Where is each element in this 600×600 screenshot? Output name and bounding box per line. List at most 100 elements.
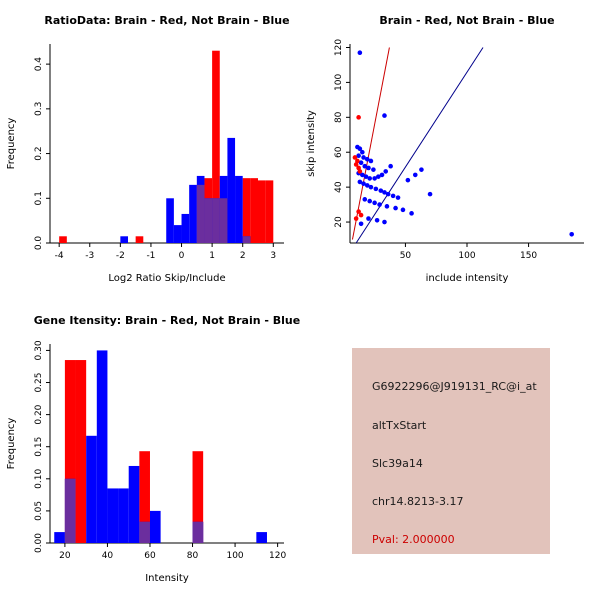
y-axis-label: Frequency xyxy=(6,118,17,170)
x-axis-label: Intensity xyxy=(145,573,189,584)
data-point xyxy=(360,149,365,155)
data-point xyxy=(357,146,363,152)
histogram-bars xyxy=(59,50,274,243)
y-tick-label: 0.2 xyxy=(34,146,44,160)
gene-intensity-chart: Gene Itensity: Brain - Red, Not Brain - … xyxy=(6,314,300,584)
histogram-bars xyxy=(54,350,267,543)
y-tick-label: 0.3 xyxy=(34,102,44,116)
data-point xyxy=(419,167,424,172)
hist-bar xyxy=(192,521,204,543)
x-tick-label: 50 xyxy=(400,251,412,261)
x-tick-label: 40 xyxy=(102,551,114,561)
y-tick-label: 0.30 xyxy=(34,340,44,360)
hist-bar xyxy=(196,184,205,243)
data-point xyxy=(362,163,368,169)
data-point xyxy=(376,174,381,179)
y-tick-label: 0.1 xyxy=(34,191,44,205)
data-point xyxy=(390,193,396,199)
data-point xyxy=(352,155,358,160)
hist-bar xyxy=(59,236,67,243)
x-axis-label: Log2 Ratio Skip/Include xyxy=(108,273,225,284)
data-point xyxy=(353,216,359,221)
data-point xyxy=(368,158,374,164)
data-point xyxy=(366,165,371,171)
data-point xyxy=(378,188,384,193)
hist-bar xyxy=(256,532,267,543)
gene-symbol-text: Slc39a14 xyxy=(372,457,423,470)
event-type-text: altTxStart xyxy=(372,419,427,432)
hist-bar xyxy=(242,178,251,243)
gene-info-box: G6922296@J919131_RC@i_at altTxStart Slc3… xyxy=(352,348,550,554)
data-point xyxy=(356,165,361,171)
x-tick-label: -3 xyxy=(85,251,94,261)
hist-bar xyxy=(212,198,220,243)
identity-line xyxy=(355,47,484,244)
data-point xyxy=(357,179,363,185)
pval-text: Pval: 2.000000 xyxy=(372,533,455,546)
data-point xyxy=(356,209,361,214)
y-tick-label: 0.00 xyxy=(34,533,44,553)
y-tick-label: 120 xyxy=(334,39,344,56)
x-tick-label: -1 xyxy=(146,251,155,261)
hist-bar xyxy=(64,478,76,543)
hist-bar xyxy=(250,178,258,243)
hist-bar xyxy=(166,198,174,243)
hist-bar xyxy=(219,198,228,243)
hist-bar xyxy=(235,175,243,243)
data-point xyxy=(427,191,433,197)
data-point xyxy=(373,186,379,192)
chart-title: Gene Itensity: Brain - Red, Not Brain - … xyxy=(34,314,300,327)
y-axis-label: skip intensity xyxy=(306,110,317,177)
brain-fit-line xyxy=(351,47,390,240)
y-tick-label: 100 xyxy=(334,74,344,91)
gene-histogram-panel: Gene Itensity: Brain - Red, Not Brain - … xyxy=(0,300,300,600)
hist-bar xyxy=(204,198,213,243)
data-point xyxy=(372,200,377,206)
data-point xyxy=(372,176,377,181)
hist-bar xyxy=(139,521,150,543)
x-tick-label: 0 xyxy=(179,251,185,261)
brain-points xyxy=(352,115,364,221)
data-point xyxy=(367,176,373,181)
chart-title: Brain - Red, Not Brain - Blue xyxy=(379,14,554,27)
hist-bar xyxy=(265,180,274,243)
data-point xyxy=(374,218,380,223)
x-tick-label: 100 xyxy=(458,251,475,261)
data-point xyxy=(361,155,366,160)
data-point xyxy=(400,207,406,213)
hist-bar xyxy=(128,465,140,543)
data-point xyxy=(358,221,364,227)
y-tick-label: 0.25 xyxy=(34,372,44,392)
data-point xyxy=(355,158,360,164)
data-point xyxy=(382,113,387,118)
hist-bar xyxy=(139,451,150,543)
hist-bar xyxy=(212,50,220,243)
chart-title: RatioData: Brain - Red, Not Brain - Blue xyxy=(44,14,289,27)
data-point xyxy=(371,167,376,172)
not-brain-points xyxy=(355,50,574,237)
hist-bar xyxy=(258,180,266,243)
data-point xyxy=(384,204,390,209)
ratio-histogram-panel: RatioData: Brain - Red, Not Brain - Blue… xyxy=(0,0,300,300)
y-tick-label: 0.10 xyxy=(34,469,44,489)
data-point xyxy=(358,212,364,218)
x-tick-label: 60 xyxy=(144,551,156,561)
data-point xyxy=(363,174,369,179)
data-point xyxy=(405,177,411,183)
hist-bar xyxy=(189,184,197,243)
data-point xyxy=(364,156,370,162)
data-point xyxy=(382,219,387,225)
y-tick-label: 0.4 xyxy=(34,57,44,72)
data-point xyxy=(364,183,370,188)
hist-bar xyxy=(86,435,97,543)
data-point xyxy=(367,198,373,204)
x-tick-label: -4 xyxy=(55,251,64,261)
y-tick-label: 40 xyxy=(334,181,344,193)
scatter-panel: Brain - Red, Not Brain - Blue 50 100 150 20 4… xyxy=(300,0,600,300)
y-tick-label: 0.15 xyxy=(34,437,44,457)
y-tick-label: 0.05 xyxy=(34,501,44,521)
data-point xyxy=(358,160,364,166)
data-point xyxy=(360,172,365,178)
x-tick-label: 3 xyxy=(270,251,276,261)
